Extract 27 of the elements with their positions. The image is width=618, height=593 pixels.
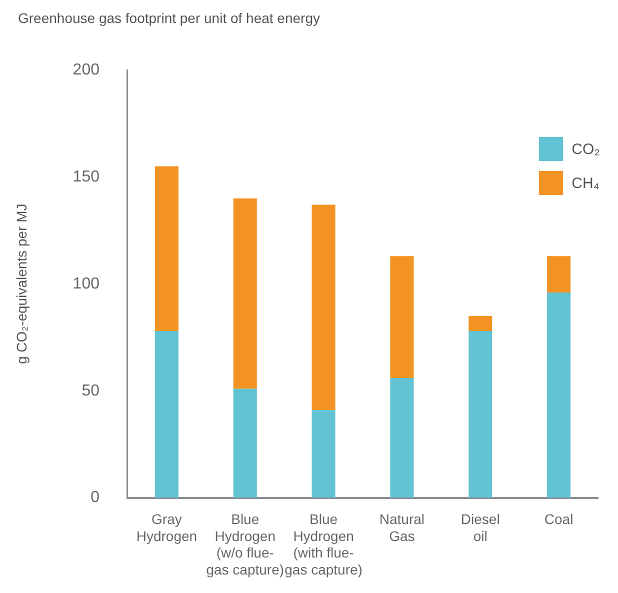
x-tick-label: Blue Hydrogen (with flue- gas capture)	[284, 511, 362, 578]
x-tick-label: Coal	[544, 511, 574, 528]
bar	[233, 198, 257, 389]
y-tick-label: 200	[72, 61, 100, 78]
x-tick-label: Natural Gas	[379, 511, 425, 544]
x-tick-label: Blue Hydrogen (w/o flue- gas capture)	[206, 511, 284, 578]
x-tick-label: Diesel oil	[460, 511, 500, 544]
bar	[154, 330, 178, 498]
bar	[233, 388, 257, 498]
x-tick-label: Gray Hydrogen	[136, 511, 198, 544]
y-axis-title: g CO₂-equivalents per MJ	[13, 204, 30, 364]
bar	[547, 256, 571, 292]
bar	[312, 410, 336, 498]
legend-label: CO₂	[572, 140, 600, 158]
y-tick-label: 150	[72, 168, 100, 186]
chart-title: Greenhouse gas footprint per unit of heat energy	[18, 10, 320, 26]
bar	[468, 330, 492, 498]
y-tick-label: 100	[72, 275, 100, 292]
bar	[390, 256, 414, 378]
y-tick-label: 0	[90, 489, 100, 506]
bar	[547, 292, 571, 498]
bar	[154, 166, 178, 331]
legend-label: CH₄	[572, 174, 600, 192]
y-tick-label: 50	[82, 382, 100, 400]
bar	[312, 204, 336, 410]
bar	[468, 316, 492, 331]
bar	[390, 378, 414, 498]
